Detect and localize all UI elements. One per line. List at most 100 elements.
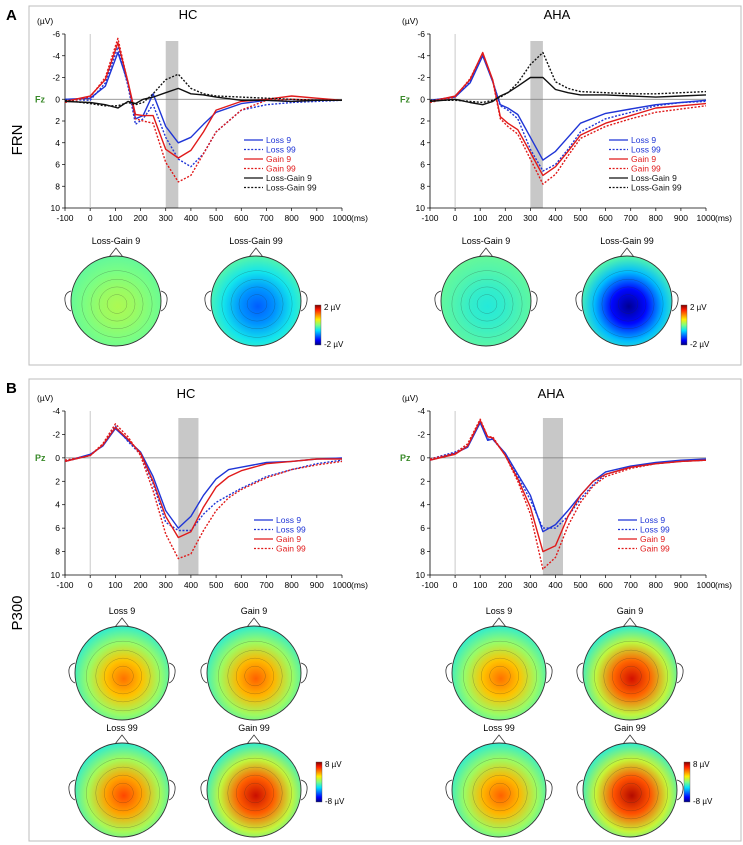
topo-p300-aha-gain-9-contour xyxy=(620,665,642,687)
plot-frn-hc-x-tick-label: 400 xyxy=(184,213,198,223)
plot-frn-aha: AHA -6 -4 -2 0 2 4 6 8 10 (µV) -100 0 100 200 300 400 500… xyxy=(400,7,732,223)
plot-frn-aha-legend-label: Loss-Gain 9 xyxy=(631,173,677,183)
topo-frn-hc-loss-gain-9-left-ear xyxy=(64,290,72,312)
plot-frn-aha-x-tick-label: 200 xyxy=(498,213,512,223)
topo-p300-aha-gain-9-contour xyxy=(603,649,659,703)
colorbar-frn-1-top-label: 2 µV xyxy=(690,303,707,312)
topo-p300-hc-loss-99-contour xyxy=(95,766,151,820)
plot-p300-aha-x-tick-label: 900 xyxy=(674,580,688,590)
plot-p300-hc-x-tick-label: 700 xyxy=(259,580,273,590)
topo-frn-aha-loss-gain-99-contour xyxy=(609,286,647,322)
topo-p300-hc-gain-9-nose xyxy=(246,617,262,628)
topo-frn-hc-loss-gain-99-contour xyxy=(221,270,293,338)
topo-p300-hc-loss-9-right-ear xyxy=(168,662,176,684)
plot-frn-aha-x-tick-label: 400 xyxy=(548,213,562,223)
topo-frn-aha-loss-gain-99-contour xyxy=(601,278,655,330)
plot-frn-hc-y-tick-label: 2 xyxy=(55,116,60,126)
topo-p300-aha-loss-99-left-ear xyxy=(445,779,453,801)
topo-p300-hc-loss-99-nose xyxy=(114,734,130,745)
topo-p300-aha-gain-9-contour xyxy=(594,640,668,712)
plot-p300-aha-time-window xyxy=(542,418,563,575)
topo-p300-hc-loss-9-contour xyxy=(86,640,160,712)
plot-frn-hc-x-tick-label: 100 xyxy=(108,213,122,223)
plot-p300-hc-x-tick-label: 0 xyxy=(88,580,93,590)
plot-p300-aha-y-unit: (µV) xyxy=(402,393,418,403)
topo-frn-aha-loss-gain-9: Loss-Gain 9 xyxy=(434,236,538,347)
colorbar-frn-1-bottom-label: -2 µV xyxy=(690,340,710,349)
topo-p300-hc-loss-9-contour xyxy=(95,649,151,703)
topo-p300-aha-loss-9-nose xyxy=(491,617,507,628)
plot-frn-aha-y-tick-label: 0 xyxy=(420,94,425,104)
plot-p300-hc-x-tick-label: 800 xyxy=(285,580,299,590)
topo-p300-hc-loss-9-left-ear xyxy=(68,662,76,684)
topo-frn-aha-loss-gain-9-right-ear xyxy=(530,290,538,312)
plot-frn-hc-series-loss-gain-99 xyxy=(64,73,342,107)
colorbar-p300-3-top-label: 8 µV xyxy=(693,760,710,769)
colorbar-p300-2-bottom-label: -8 µV xyxy=(325,797,345,806)
plot-frn-aha-y-tick-label: 6 xyxy=(420,160,425,170)
topo-p300-aha-loss-9-right-ear xyxy=(545,662,553,684)
plot-frn-hc-x-tick-label: 300 xyxy=(159,213,173,223)
topo-frn-aha-loss-gain-99-head xyxy=(581,255,673,347)
topo-p300-aha-loss-99-contour xyxy=(480,774,520,812)
colorbar-p300-2: 8 µV -8 µV xyxy=(315,760,345,806)
plot-p300-hc-x-tick-label: 200 xyxy=(133,580,147,590)
topo-p300-hc-gain-9-contour xyxy=(227,649,283,703)
topo-p300-aha-loss-9-contour xyxy=(463,640,537,712)
topo-p300-hc-gain-99-contour xyxy=(244,782,266,804)
topo-p300-hc-gain-99-title: Gain 99 xyxy=(238,723,270,733)
topo-frn-aha-loss-gain-99-title: Loss-Gain 99 xyxy=(600,236,654,246)
topo-frn-hc-loss-gain-9-nose xyxy=(108,247,124,258)
plot-p300-aha-x-tick-label: 300 xyxy=(523,580,537,590)
plot-p300-hc-x-tick-label: 100 xyxy=(108,580,122,590)
topo-frn-hc-loss-gain-99-right-ear xyxy=(300,290,308,312)
plot-p300-hc-series-gain-99 xyxy=(64,423,343,560)
topo-p300-aha-gain-9-left-ear xyxy=(576,662,584,684)
topo-p300-aha-gain-99-nose xyxy=(622,734,638,745)
topo-p300-hc-loss-9: Loss 9 xyxy=(68,606,176,721)
topo-p300-aha-loss-9-title: Loss 9 xyxy=(486,606,513,616)
plot-frn-hc-legend-label: Gain 99 xyxy=(266,164,296,174)
topo-frn-hc-loss-gain-99-nose xyxy=(248,247,264,258)
topo-frn-aha-loss-gain-9-head xyxy=(440,255,532,347)
plot-p300-aha-x-tick-label: 100 xyxy=(473,580,487,590)
colorbar-p300-2-top-label: 8 µV xyxy=(325,760,342,769)
plot-frn-hc-y-tick-label: 8 xyxy=(55,181,60,191)
plot-p300-hc: HC -4 -2 0 2 4 6 8 10 (µV) -100 0 100 200 300 400 500 600… xyxy=(35,386,368,590)
plot-frn-hc-y-tick-label: 10 xyxy=(51,203,61,213)
plot-p300-aha-electrode: Pz xyxy=(400,453,411,463)
plot-frn-aha-y-tick-label: 8 xyxy=(420,181,425,191)
plot-frn-hc-y-unit: (µV) xyxy=(37,16,53,26)
plot-p300-aha-legend-label: Gain 99 xyxy=(640,544,670,554)
colorbar-frn-1-bar xyxy=(680,304,688,346)
plot-frn-hc-y-tick-label: -4 xyxy=(52,51,60,61)
topo-p300-aha-loss-99-contour xyxy=(489,782,511,804)
topo-p300-aha-gain-99: Gain 99 xyxy=(576,723,684,838)
topo-p300-hc-gain-9-contour xyxy=(235,657,275,695)
plot-frn-aha-y-unit: (µV) xyxy=(402,16,418,26)
topo-p300-aha-loss-99: Loss 99 xyxy=(445,723,553,838)
plot-frn-aha-legend-label: Loss-Gain 99 xyxy=(631,183,682,193)
plot-frn-aha-y-tick-label: 2 xyxy=(420,116,425,126)
topo-frn-aha-loss-gain-99-right-ear xyxy=(671,290,679,312)
plot-p300-aha-y-tick-label: 10 xyxy=(416,570,426,580)
plot-frn-hc-x-tick-label: 800 xyxy=(285,213,299,223)
topo-p300-aha-gain-9: Gain 9 xyxy=(576,606,684,721)
topo-frn-aha-loss-gain-99-nose xyxy=(619,247,635,258)
topo-frn-aha-loss-gain-9-contour xyxy=(476,294,498,314)
plot-frn-hc-x-unit: (ms) xyxy=(351,213,368,223)
topo-p300-aha-gain-99-title: Gain 99 xyxy=(614,723,646,733)
plot-frn-aha-series-loss-99 xyxy=(429,52,707,172)
plot-p300-aha-y-tick-label: -4 xyxy=(417,406,425,416)
topo-frn-hc-loss-gain-9: Loss-Gain 9 xyxy=(64,236,168,347)
plot-frn-hc-electrode: Fz xyxy=(35,94,45,104)
plot-frn-aha-x-tick-label: -100 xyxy=(421,213,438,223)
plot-frn-aha-x-tick-label: 600 xyxy=(599,213,613,223)
plot-frn-aha-x-unit: (ms) xyxy=(715,213,732,223)
topo-frn-hc-loss-gain-99-head xyxy=(210,255,302,347)
topo-p300-aha-loss-9-contour xyxy=(480,657,520,695)
topo-p300-hc-loss-99-title: Loss 99 xyxy=(106,723,138,733)
plot-p300-aha-x-tick-label: 200 xyxy=(498,580,512,590)
plot-frn-hc-x-tick-label: 700 xyxy=(259,213,273,223)
